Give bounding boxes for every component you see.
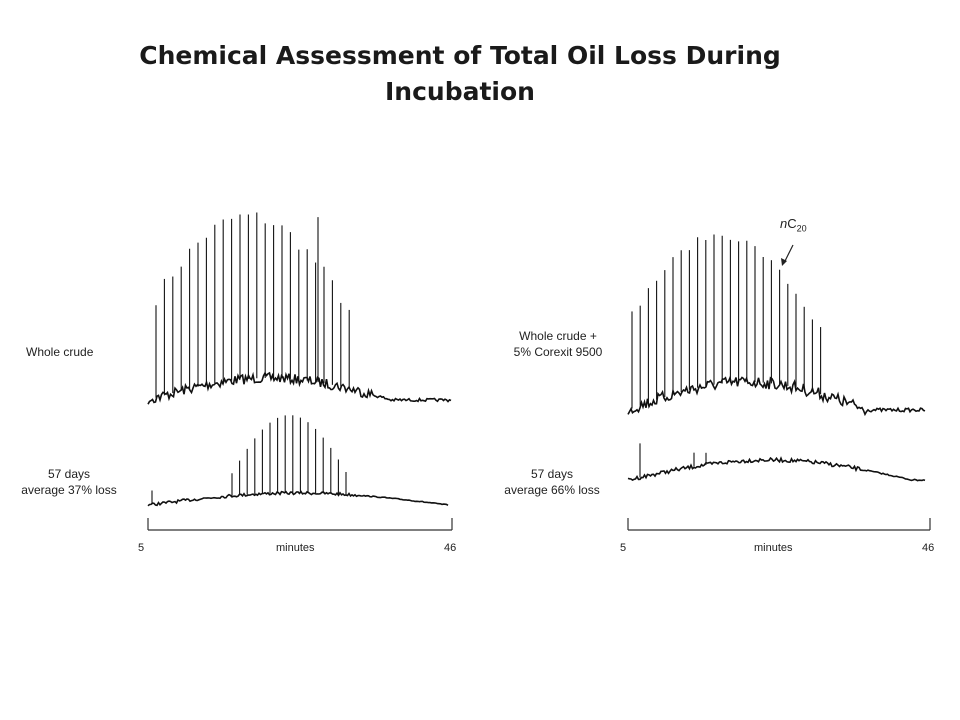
series-corexit-trace — [627, 234, 926, 417]
series-label-whole-crude: Whole crude — [26, 345, 94, 359]
trace-baseline — [147, 490, 449, 507]
x-axis-right — [627, 518, 931, 531]
series-57-days-37-trace — [147, 415, 449, 507]
trace-baseline — [627, 456, 926, 482]
chromatogram-left-svg — [147, 212, 453, 531]
series-whole-crude-trace — [147, 212, 452, 405]
chromatogram-right-svg — [627, 234, 931, 531]
annotation-arrow — [781, 244, 794, 266]
x-tick-max-left: 46 — [444, 542, 457, 554]
x-axis-label-right: minutes — [754, 542, 793, 554]
chromatogram-panel-right: Whole crude + 5% Corexit 9500 57 days av… — [480, 200, 950, 580]
trace-baseline — [627, 375, 926, 417]
series-label-57-days-66: 57 days average 66% loss — [504, 467, 600, 497]
x-tick-max-right: 46 — [922, 542, 935, 554]
x-tick-min-right: 5 — [620, 542, 627, 554]
slide-title: Chemical Assessment of Total Oil Loss Du… — [139, 41, 781, 106]
x-axis-label-left: minutes — [276, 542, 315, 554]
x-axis-left — [147, 518, 453, 531]
series-label-corexit: Whole crude + 5% Corexit 9500 — [513, 329, 603, 359]
trace-baseline — [147, 371, 452, 405]
series-57-days-66-trace — [627, 443, 926, 482]
x-tick-min-left: 5 — [138, 542, 145, 554]
annotation-nc20: nC20 — [780, 216, 807, 234]
series-label-57-days-37: 57 days average 37% loss — [21, 467, 117, 497]
chromatogram-panel-left: Whole crude 57 days average 37% loss 5 m… — [0, 200, 470, 580]
